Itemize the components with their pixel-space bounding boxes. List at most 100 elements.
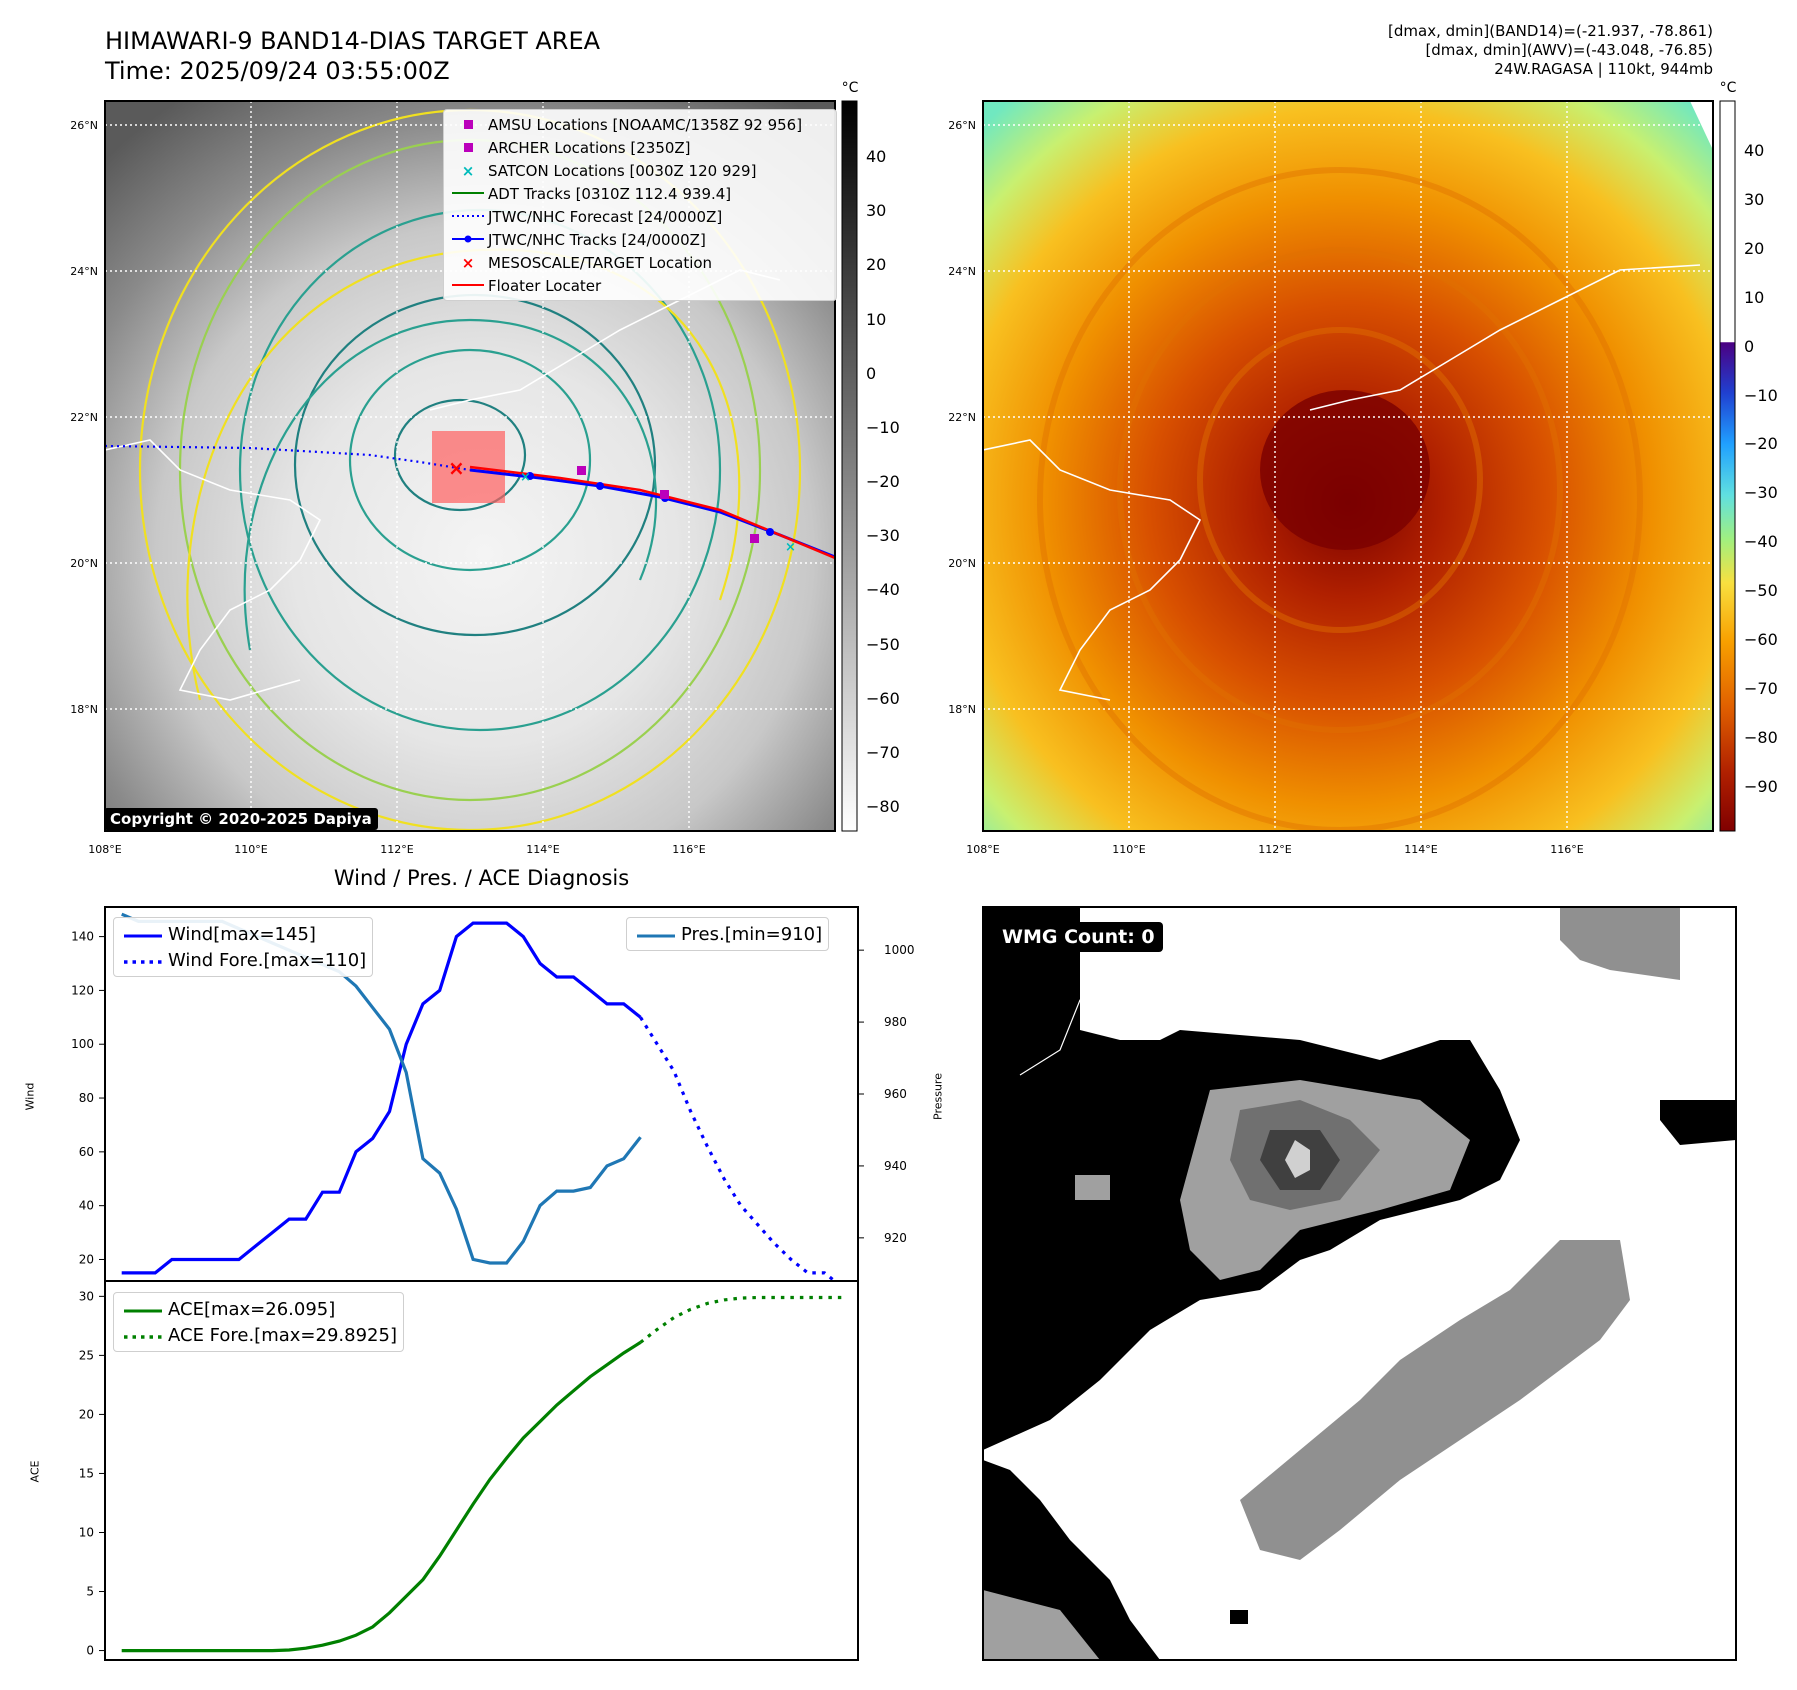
map2-lon-tick-108: 108°E bbox=[966, 843, 999, 856]
map-legend-item: ADT Tracks [0310Z 112.4 939.4] bbox=[448, 182, 832, 205]
gray-cb-tick: −50 bbox=[866, 635, 900, 654]
legend-ace-fore-label: ACE Fore.[max=29.8925] bbox=[168, 1324, 397, 1346]
color-cb-tick: −70 bbox=[1744, 679, 1778, 698]
color-cb-tick: 10 bbox=[1744, 288, 1764, 307]
wind-pressure-plot: 20 40 60 80 100 120 140 920 940 960 980 1000 bbox=[71, 906, 915, 1288]
gray-colorbar-ticks: 40 30 20 10 0 −10 −20 −30 −40 −50 −60 −7… bbox=[866, 147, 900, 816]
wind-ylabel: Wind bbox=[23, 1082, 37, 1111]
wind-ytick-label: 140 bbox=[71, 930, 94, 944]
ace-ytick-label: 5 bbox=[86, 1585, 94, 1599]
ir-color-map bbox=[983, 101, 1713, 831]
storm-info-line-2: [dmax, dmin](AWV)=(-43.048, -76.85) bbox=[1425, 41, 1713, 59]
legend-wind-label: Wind[max=145] bbox=[168, 923, 316, 945]
map1-lat-tick-26: 26°N bbox=[70, 119, 98, 132]
map-legend-swatch bbox=[448, 228, 488, 251]
legend-wind-fore-swatch bbox=[120, 949, 168, 972]
map2-lat-tick-22: 22°N bbox=[948, 411, 976, 424]
color-cb-tick: 30 bbox=[1744, 190, 1764, 209]
gray-cb-tick: −70 bbox=[866, 743, 900, 762]
map-legend-swatch: × bbox=[448, 159, 488, 182]
ace-legend: ACE[max=26.095] ACE Fore.[max=29.8925] bbox=[113, 1292, 404, 1352]
map2-lat-tick-18: 18°N bbox=[948, 703, 976, 716]
map-legend-label: AMSU Locations [NOAAMC/1358Z 92 956] bbox=[488, 115, 803, 134]
map2-lon-tick-112: 112°E bbox=[1258, 843, 1291, 856]
color-cb-tick: −40 bbox=[1744, 532, 1778, 551]
map-legend-label: ADT Tracks [0310Z 112.4 939.4] bbox=[488, 184, 732, 203]
map-legend-swatch: × bbox=[448, 251, 488, 274]
map-legend-swatch bbox=[448, 274, 488, 297]
map1-lon-tick-116: 116°E bbox=[672, 843, 705, 856]
map2-nodata-corner bbox=[1690, 101, 1713, 150]
map1-lat-tick-18: 18°N bbox=[70, 703, 98, 716]
map-legend-item: JTWC/NHC Forecast [24/0000Z] bbox=[448, 205, 832, 228]
map2-lon-ticks: 108°E 110°E 112°E 114°E 116°E bbox=[966, 843, 1583, 856]
map2-lon-tick-116: 116°E bbox=[1550, 843, 1583, 856]
ace-ytick-label: 0 bbox=[86, 1644, 94, 1658]
storm-info-line-3: 24W.RAGASA | 110kt, 944mb bbox=[1494, 60, 1713, 78]
map-legend-item: ARCHER Locations [2350Z] bbox=[448, 136, 832, 159]
color-colorbar bbox=[1719, 100, 1736, 832]
color-colorbar-ticks: 40 30 20 10 0 −10 −20 −30 −40 −50 −60 −7… bbox=[1744, 141, 1778, 796]
map1-lon-tick-110: 110°E bbox=[234, 843, 267, 856]
pressure-ylabel: Pressure bbox=[931, 1073, 945, 1120]
map2-graticule bbox=[983, 101, 1713, 831]
map-legend-swatch bbox=[448, 205, 488, 228]
color-cb-tick: −60 bbox=[1744, 630, 1778, 649]
map-legend-item: JTWC/NHC Tracks [24/0000Z] bbox=[448, 228, 832, 251]
map-legend-item: × MESOSCALE/TARGET Location bbox=[448, 251, 832, 274]
legend-ace-label: ACE[max=26.095] bbox=[168, 1298, 336, 1320]
wind-ytick-label: 20 bbox=[79, 1252, 94, 1266]
gray-cb-tick: 0 bbox=[866, 364, 876, 383]
color-cb-tick: −80 bbox=[1744, 728, 1778, 747]
floater-box bbox=[432, 431, 505, 503]
svg-text:×: × bbox=[462, 162, 475, 180]
gray-cb-tick: 10 bbox=[866, 310, 886, 329]
pressure-ytick-label: 960 bbox=[884, 1087, 907, 1101]
map1-lat-tick-20: 20°N bbox=[70, 557, 98, 570]
ace-ytick-label: 10 bbox=[79, 1525, 94, 1539]
map2-coastline bbox=[983, 264, 1701, 701]
title-line-1: HIMAWARI-9 BAND14-DIAS TARGET AREA bbox=[105, 27, 601, 55]
storm-info: [dmax, dmin](BAND14)=(-21.937, -78.861) … bbox=[1388, 22, 1713, 79]
legend-ace-swatch bbox=[120, 1298, 168, 1321]
wind-ytick-label: 100 bbox=[71, 1037, 94, 1051]
wmg-classification-map bbox=[983, 907, 1736, 1660]
map-legend: AMSU Locations [NOAAMC/1358Z 92 956] ARCH… bbox=[443, 109, 837, 301]
map-legend-swatch bbox=[448, 113, 488, 136]
ace-ytick-label: 30 bbox=[79, 1289, 94, 1303]
ace-ytick-label: 15 bbox=[79, 1466, 94, 1480]
map2-lon-tick-110: 110°E bbox=[1112, 843, 1145, 856]
map-legend-label: MESOSCALE/TARGET Location bbox=[488, 253, 713, 272]
map-legend-swatch bbox=[448, 136, 488, 159]
ace-ylabel: ACE bbox=[28, 1460, 42, 1483]
svg-text:×: × bbox=[448, 456, 465, 480]
gray-colorbar-unit: °C bbox=[842, 80, 859, 96]
color-cb-tick: 0 bbox=[1744, 337, 1754, 356]
map-legend-item: Floater Locater bbox=[448, 274, 832, 297]
wind-series-0 bbox=[121, 921, 642, 1275]
main-title: HIMAWARI-9 BAND14-DIAS TARGET AREA Time:… bbox=[105, 26, 600, 86]
color-cb-tick: −50 bbox=[1744, 581, 1778, 600]
pressure-ytick-label: 1000 bbox=[884, 943, 915, 957]
legend-ace-fore-swatch bbox=[120, 1324, 168, 1347]
color-cb-tick: −10 bbox=[1744, 386, 1778, 405]
map1-lon-tick-112: 112°E bbox=[380, 843, 413, 856]
map1-lat-tick-22: 22°N bbox=[70, 411, 98, 424]
legend-wind-fore: Wind Fore.[max=110] bbox=[120, 947, 366, 973]
map1-lat-ticks: 26°N 24°N 22°N 20°N 18°N bbox=[70, 119, 98, 716]
legend-wind-fore-label: Wind Fore.[max=110] bbox=[168, 949, 367, 971]
map-legend-label: ARCHER Locations [2350Z] bbox=[488, 138, 691, 157]
gray-cb-tick: −60 bbox=[866, 689, 900, 708]
wmg-count-label: WMG Count: 0 bbox=[994, 922, 1163, 952]
color-cb-tick: −90 bbox=[1744, 777, 1778, 796]
gray-cb-tick: −80 bbox=[866, 797, 900, 816]
wind-legend: Wind[max=145] Wind Fore.[max=110] bbox=[113, 917, 374, 977]
map-legend-item: × SATCON Locations [0030Z 120 929] bbox=[448, 159, 832, 182]
gray-cb-tick: −20 bbox=[866, 472, 900, 491]
map2-lat-tick-20: 20°N bbox=[948, 557, 976, 570]
ace-ytick-label: 20 bbox=[79, 1407, 94, 1421]
gray-cb-tick: −40 bbox=[866, 580, 900, 599]
svg-text:×: × bbox=[785, 540, 796, 555]
svg-text:×: × bbox=[462, 254, 475, 272]
